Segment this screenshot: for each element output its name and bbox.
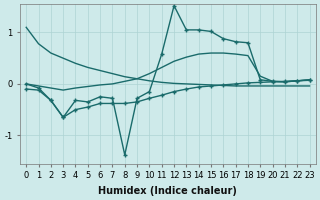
X-axis label: Humidex (Indice chaleur): Humidex (Indice chaleur) xyxy=(99,186,237,196)
